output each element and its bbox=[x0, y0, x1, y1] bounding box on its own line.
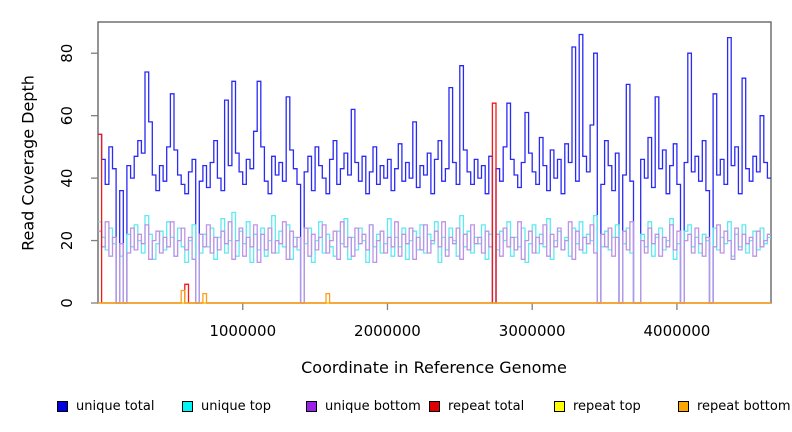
repeat-bottom-swatch-icon bbox=[678, 401, 689, 412]
unique-total-swatch-icon bbox=[57, 401, 68, 412]
x-tick-label: 2000000 bbox=[354, 322, 421, 340]
unique-top-swatch-icon bbox=[182, 401, 193, 412]
legend-item-unique-total: unique total bbox=[57, 399, 154, 414]
y-tick-label: 80 bbox=[58, 44, 76, 63]
series-path-repeat-bottom bbox=[98, 289, 771, 304]
y-tick-label: 20 bbox=[58, 231, 76, 250]
legend-item-repeat-top: repeat top bbox=[554, 399, 641, 414]
legend-label: unique total bbox=[76, 399, 155, 414]
x-tick-label: 4000000 bbox=[644, 322, 711, 340]
legend-label: unique bottom bbox=[325, 399, 421, 414]
legend-item-repeat-bottom: repeat bottom bbox=[678, 399, 791, 414]
coverage-plot-svg: 1000000 2000000 3000000 4000000 0 20 40 60 80 bbox=[58, 21, 772, 340]
legend-label: repeat total bbox=[448, 399, 525, 414]
legend-label: unique top bbox=[201, 399, 272, 414]
x-tick-label: 1000000 bbox=[209, 322, 276, 340]
legend-label: repeat bottom bbox=[697, 399, 791, 414]
series-path-unique-total bbox=[98, 33, 771, 304]
legend-item-unique-top: unique top bbox=[182, 399, 271, 414]
x-tick-label: 3000000 bbox=[499, 322, 566, 340]
y-tick-label: 40 bbox=[58, 169, 76, 188]
y-tick-label: 60 bbox=[58, 106, 76, 125]
series-path-unique-bottom bbox=[98, 221, 771, 304]
y-axis-title: Read Coverage Depth bbox=[18, 75, 38, 251]
y-tick-label: 0 bbox=[58, 298, 76, 308]
repeat-total-swatch-icon bbox=[429, 401, 440, 412]
unique-bottom-swatch-icon bbox=[306, 401, 317, 412]
legend-item-repeat-total: repeat total bbox=[429, 399, 524, 414]
repeat-top-swatch-icon bbox=[554, 401, 565, 412]
x-axis-title: Coordinate in Reference Genome bbox=[301, 358, 567, 377]
legend-item-unique-bottom: unique bottom bbox=[306, 399, 421, 414]
legend-label: repeat top bbox=[573, 399, 641, 414]
